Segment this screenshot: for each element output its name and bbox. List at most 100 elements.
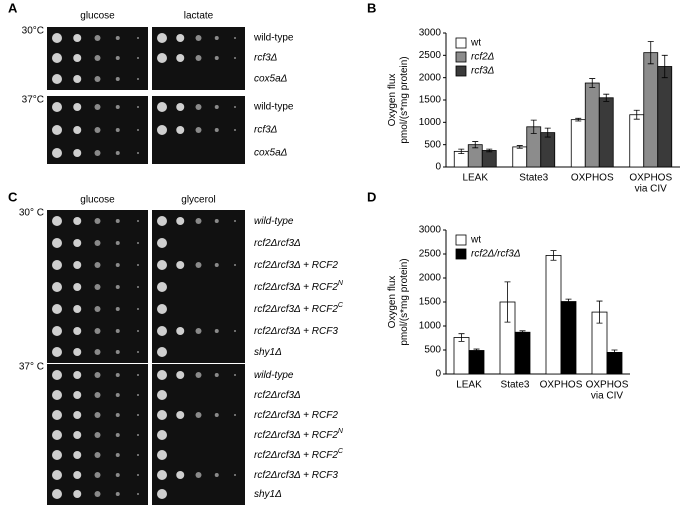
yeast-spot — [94, 127, 101, 133]
yeast-spot — [157, 53, 167, 63]
yeast-spot — [214, 413, 219, 417]
bar — [570, 119, 586, 168]
yeast-spot — [94, 262, 101, 268]
error-bar — [661, 54, 668, 79]
bar — [598, 97, 614, 168]
yeast-spot — [157, 410, 167, 420]
error-bar — [458, 333, 465, 342]
y-tick-label: 500 — [424, 139, 441, 150]
yeast-spot — [73, 75, 82, 83]
yeast-spot — [137, 220, 139, 222]
yeast-spot — [176, 371, 185, 379]
yeast-spot — [73, 126, 82, 134]
yeast-spot — [195, 127, 202, 133]
yeast-spot — [94, 218, 101, 224]
yeast-spot — [52, 370, 62, 380]
yeast-spot — [52, 33, 62, 43]
yeast-spot — [137, 414, 139, 416]
yeast-spot — [52, 304, 62, 314]
strain-name: rcf2Δrcf3Δ — [254, 238, 301, 249]
strain-label: wild-type — [254, 216, 294, 227]
strain-label: cox5aΔ — [254, 74, 288, 85]
strain-name: rcf2Δrcf3Δ + RCF2 — [254, 430, 338, 441]
strain-label: rcf2Δrcf3Δ + RCF2N — [254, 428, 344, 441]
x-tick-label: LEAK — [456, 380, 482, 391]
yeast-spot — [137, 474, 139, 476]
legend-label: wt — [470, 38, 481, 49]
yeast-spot — [52, 148, 62, 158]
strain-name: rcf2Δrcf3Δ + RCF2 — [254, 304, 338, 315]
yeast-spot — [195, 104, 202, 110]
bar — [560, 301, 577, 375]
x-tick-label: OXPHOS — [629, 173, 672, 184]
error-bar — [596, 300, 603, 324]
x-tick-label: OXPHOS — [586, 380, 629, 391]
strain-name: rcf2Δrcf3Δ + RCF3 — [254, 326, 338, 337]
yeast-spot — [137, 152, 139, 154]
yeast-spot — [157, 390, 167, 400]
yeast-spot — [234, 264, 236, 266]
y-tick-label: 2000 — [419, 273, 442, 284]
yeast-spot — [73, 305, 82, 313]
yeast-spot — [195, 35, 202, 41]
yeast-spot — [115, 151, 120, 155]
yeast-spot — [176, 327, 185, 335]
yeast-spot — [137, 308, 139, 310]
bar — [584, 82, 600, 168]
yeast-spot — [52, 470, 62, 480]
yeast-spot — [94, 55, 101, 61]
error-bar — [486, 148, 493, 153]
y-tick-label: 2500 — [419, 249, 442, 260]
yeast-spot — [73, 411, 82, 419]
yeast-spot — [115, 453, 120, 457]
yeast-spot — [234, 57, 236, 59]
yeast-spot — [115, 241, 120, 245]
yeast-spot — [94, 412, 101, 418]
plate-image — [152, 210, 245, 363]
yeast-spot — [195, 218, 202, 224]
strain-superscript: N — [338, 428, 344, 435]
yeast-spot — [115, 36, 120, 40]
yeast-spot — [94, 392, 101, 398]
yeast-spot — [137, 37, 139, 39]
strain-label: shy1Δ — [254, 489, 282, 500]
x-tick-label: OXPHOS — [540, 380, 583, 391]
error-bar — [565, 298, 572, 305]
yeast-spot — [94, 104, 101, 110]
legend-swatch — [455, 248, 467, 260]
yeast-spot — [234, 37, 236, 39]
yeast-spot — [214, 105, 219, 109]
legend-swatch — [455, 37, 467, 49]
strain-name: rcf2Δrcf3Δ + RCF2 — [254, 450, 338, 461]
yeast-spot — [157, 347, 167, 357]
yeast-spot — [176, 411, 185, 419]
yeast-spot — [137, 264, 139, 266]
yeast-spot — [73, 54, 82, 62]
yeast-spot — [157, 238, 167, 248]
panel-letter: B — [367, 0, 376, 15]
yeast-spot — [115, 413, 120, 417]
yeast-spot — [94, 150, 101, 156]
yeast-spot — [137, 57, 139, 59]
bar — [481, 150, 497, 168]
yeast-spot — [137, 78, 139, 80]
yeast-spot — [52, 326, 62, 336]
error-bar — [544, 127, 551, 138]
yeast-spot — [52, 125, 62, 135]
x-tick-label: State3 — [501, 380, 530, 391]
bar — [657, 66, 673, 168]
legend-label: wt — [470, 235, 481, 246]
yeast-spot — [73, 431, 82, 439]
y-tick-label: 0 — [435, 369, 441, 380]
yeast-spot — [157, 125, 167, 135]
y-axis-label-line: Oxygen flux — [387, 276, 398, 329]
strain-label: rcf2Δrcf3Δ + RCF2C — [254, 302, 344, 315]
yeast-spot — [115, 263, 120, 267]
yeast-spot — [94, 76, 101, 82]
yeast-spot — [214, 329, 219, 333]
bar — [512, 146, 528, 168]
error-bar — [519, 330, 526, 335]
error-bar — [516, 145, 523, 149]
yeast-spot — [176, 217, 185, 225]
